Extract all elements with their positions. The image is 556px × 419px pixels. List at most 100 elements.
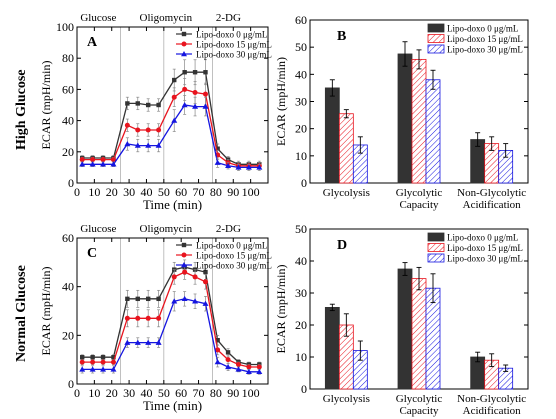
- x-tick-label: 0: [74, 185, 80, 199]
- data-point: [245, 164, 252, 170]
- data-point: [256, 368, 263, 375]
- y-tick-label: 60: [62, 231, 74, 245]
- x-tick-label: Glycolysis: [323, 393, 370, 405]
- data-point: [181, 295, 188, 302]
- x-tick-label: Glycolytic: [396, 187, 443, 199]
- data-point: [100, 157, 106, 163]
- data-point: [145, 339, 152, 345]
- bar: [411, 58, 427, 184]
- x-tick-label: 50: [158, 185, 170, 199]
- x-tick-label: 100: [242, 185, 260, 199]
- bar: [425, 79, 441, 184]
- y-tick-label: 10: [295, 149, 307, 163]
- data-point: [203, 70, 208, 75]
- panel-b-bar-chart: 0 10 20 30 40 50 60 ECAR (mpH/min) Glycolysis Gly…: [274, 13, 529, 211]
- data-point: [155, 339, 162, 345]
- series-line: [79, 95, 263, 171]
- y-tick-label: 20: [62, 145, 74, 159]
- data-point: [145, 142, 152, 148]
- y-tick-label: 30: [295, 95, 307, 109]
- legend-marker: [181, 41, 187, 47]
- data-point: [145, 102, 151, 108]
- data-point: [80, 355, 85, 360]
- legend-entry: Lipo-doxo 15 μg/mL: [447, 34, 523, 44]
- data-point: [89, 366, 96, 372]
- data-point: [202, 103, 209, 109]
- panel-letter: B: [337, 29, 346, 44]
- y-tick-label: 0: [68, 176, 74, 190]
- data-point: [182, 269, 188, 275]
- event-label: Glucose: [80, 12, 116, 24]
- y-tick-label: 40: [295, 67, 307, 81]
- panel-c-line-chart: Glucose Oligomycin 2-DG 0 10 20 30 40 50 60 70 80 90…: [39, 223, 272, 413]
- bar: [324, 87, 340, 184]
- data-point: [202, 91, 208, 97]
- x-tick-label: 70: [193, 185, 205, 199]
- legend-swatch: [427, 44, 445, 54]
- event-label: 2-DG: [216, 12, 241, 24]
- series-path: [82, 266, 260, 366]
- data-point: [192, 90, 198, 96]
- legend-marker: [181, 252, 187, 258]
- bar: [397, 53, 413, 184]
- data-point: [215, 338, 220, 343]
- y-tick-label: 80: [62, 51, 74, 65]
- x-tick-label: 50: [158, 386, 170, 400]
- x-tick-label: Glycolysis: [323, 187, 370, 199]
- data-point: [182, 70, 187, 75]
- event-label: 2-DG: [216, 223, 241, 235]
- data-point: [192, 298, 199, 304]
- data-point: [171, 94, 177, 100]
- x-tick-label: 10: [88, 386, 100, 400]
- data-point: [125, 296, 130, 302]
- data-point: [79, 359, 85, 365]
- bar: [324, 306, 340, 390]
- data-point: [235, 362, 241, 368]
- series-line: [80, 59, 262, 168]
- data-point: [145, 296, 151, 302]
- x-tick-label: 80: [210, 386, 222, 400]
- data-point: [124, 141, 131, 147]
- x-tick-label: 60: [175, 386, 187, 400]
- panel-letter: A: [87, 35, 98, 50]
- x-tick-label: 30: [123, 386, 135, 400]
- series-path: [82, 88, 260, 167]
- data-point: [135, 127, 141, 133]
- x-axis-label: Time (min): [143, 197, 202, 212]
- legend-marker: [181, 242, 187, 248]
- data-point: [235, 366, 242, 372]
- data-point: [225, 350, 231, 355]
- data-point: [111, 355, 116, 360]
- data-point: [214, 359, 221, 365]
- bar: [338, 113, 354, 184]
- data-point: [134, 339, 141, 345]
- panel-letter: D: [337, 238, 347, 253]
- data-point: [156, 127, 162, 133]
- x-tick-label: Acidification: [463, 199, 522, 211]
- data-point: [124, 315, 130, 321]
- data-point: [214, 159, 221, 165]
- data-point: [245, 368, 252, 375]
- row-label-high-glucose: High Glucose: [14, 69, 29, 150]
- data-point: [135, 315, 141, 321]
- data-point: [246, 364, 252, 370]
- y-tick-label: 0: [301, 382, 307, 396]
- x-tick-label: 90: [227, 386, 239, 400]
- legend-entry: Lipo-doxo 0 μg/mL: [447, 233, 518, 243]
- legend-entry: Lipo-doxo 30 μg/mL: [447, 45, 523, 55]
- x-tick-label: 70: [193, 386, 205, 400]
- legend-entry: Lipo-doxo 15 μg/mL: [196, 40, 272, 50]
- data-point: [79, 366, 86, 372]
- x-tick-label: Non-Glycolytic: [457, 187, 526, 199]
- y-tick-label: 0: [68, 377, 74, 391]
- data-point: [171, 274, 177, 280]
- panel-a-line-chart: Glucose Oligomycin 2-DG 0 10 20 30 40 50 60 70 80 90…: [39, 12, 272, 212]
- data-point: [89, 161, 96, 167]
- data-point: [134, 142, 141, 148]
- y-tick-label: 20: [62, 328, 74, 342]
- x-tick-label: Non-Glycolytic: [457, 393, 526, 405]
- data-point: [110, 157, 116, 163]
- data-point: [192, 274, 198, 280]
- data-point: [192, 70, 198, 75]
- legend-entry: Lipo-doxo 30 μg/mL: [447, 254, 523, 264]
